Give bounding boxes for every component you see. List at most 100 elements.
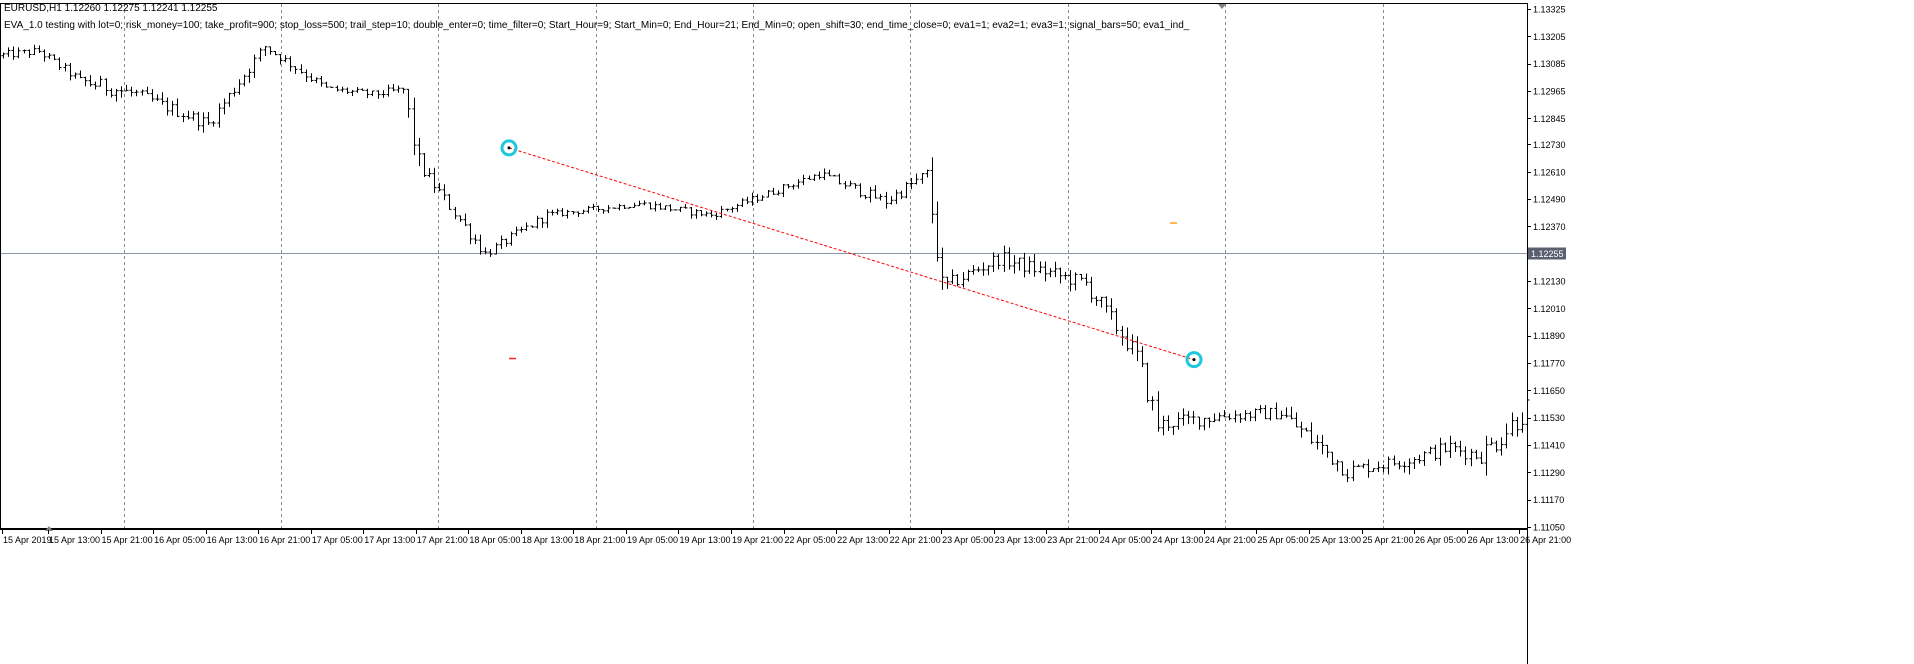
ohlc-bar [422, 153, 427, 177]
ohlc-bar [796, 179, 801, 189]
ohlc-bar [1386, 456, 1391, 475]
time-label: 18 Apr 05:00 [469, 535, 520, 545]
ohlc-bar [1166, 415, 1171, 432]
ohlc-bar [535, 215, 540, 229]
expert-info: EVA_1.0 testing with lot=0; risk_money=1… [4, 20, 1190, 31]
ohlc-bar [945, 276, 950, 289]
ohlc-bar [1017, 257, 1022, 271]
ohlc-bar [586, 205, 591, 214]
time-label: 22 Apr 21:00 [890, 535, 941, 545]
ohlc-bar [776, 190, 781, 196]
time-label: 15 Apr 21:00 [102, 535, 153, 545]
ohlc-bar [976, 266, 981, 273]
ohlc-bar [324, 81, 329, 88]
ohlc-bar [350, 89, 355, 97]
time-label: 25 Apr 05:00 [1257, 535, 1308, 545]
ohlc-bar [283, 55, 288, 63]
ohlc-bar [1048, 268, 1053, 278]
ohlc-bar [1422, 451, 1427, 466]
price-label: 1.12845 [1533, 114, 1566, 124]
ohlc-bar [1135, 336, 1140, 362]
ohlc-bar [329, 86, 334, 88]
ohlc-bar [186, 110, 191, 120]
ohlc-bar [909, 177, 914, 190]
ohlc-bar [519, 226, 524, 233]
ohlc-bar [930, 157, 935, 224]
ohlc-bar [206, 111, 211, 125]
trade-line [508, 147, 1195, 361]
ohlc-bar [319, 76, 324, 87]
price-axis[interactable]: 1.13325 1.13205 1.13085 1.12965 1.12845 1.127… [1527, 5, 1566, 533]
ohlc-bar [1325, 444, 1330, 458]
ohlc-bar [1227, 413, 1232, 421]
ohlc-bar [73, 72, 78, 79]
time-label: 16 Apr 05:00 [154, 535, 205, 545]
time-label: 26 Apr 05:00 [1415, 535, 1466, 545]
price-label: 1.11530 [1533, 413, 1565, 423]
ohlc-bar [1140, 346, 1145, 368]
ohlc-bar [68, 63, 73, 81]
ohlc-bar [1443, 442, 1448, 453]
ohlc-bar [991, 252, 996, 272]
ohlc-bar [1114, 308, 1119, 335]
time-label: 17 Apr 05:00 [312, 535, 363, 545]
ohlc-bar [1438, 437, 1443, 466]
ohlc-bar [601, 208, 606, 214]
ohlc-bar [663, 205, 668, 211]
ohlc-bar [1345, 469, 1350, 483]
ohlc-bar [817, 171, 822, 180]
ohlc-bar [1089, 276, 1094, 303]
ohlc-bar [1022, 252, 1027, 278]
time-label: 23 Apr 05:00 [942, 535, 993, 545]
ohlc-bar [63, 62, 68, 72]
ohlc-bar [314, 77, 319, 84]
ohlc-bar [340, 86, 345, 93]
ohlc-bar [145, 86, 150, 95]
ohlc-bar [1104, 296, 1109, 313]
ohlc-bar [1304, 427, 1309, 432]
time-label: 24 Apr 13:00 [1152, 535, 1203, 545]
ohlc-bar [247, 68, 252, 83]
ohlc-bar [227, 92, 232, 107]
ohlc-bar [499, 235, 504, 249]
ohlc-bar [1212, 413, 1217, 423]
ohlc-bar [11, 46, 16, 60]
trade-entry-icon-center [507, 146, 511, 150]
ohlc-bar [1356, 464, 1361, 467]
ohlc-bar [1371, 468, 1376, 473]
shift-marker-icon [1218, 4, 1226, 9]
ohlc-bar [1397, 460, 1402, 470]
ohlc-bar [288, 56, 293, 72]
ohlc-bar [1299, 421, 1304, 438]
time-label: 22 Apr 05:00 [785, 535, 836, 545]
ohlc-bar [735, 203, 740, 212]
ohlc-bar [124, 84, 129, 92]
ohlc-bar [719, 205, 724, 218]
ohlc-bar [709, 210, 714, 218]
price-label: 1.11410 [1533, 441, 1565, 451]
ohlc-bar [832, 174, 837, 177]
ohlc-bar [545, 209, 550, 228]
ohlc-bar [1453, 441, 1458, 452]
ohlc-bar [658, 202, 663, 210]
ohlc-bar [694, 209, 699, 219]
ohlc-bar [88, 75, 93, 87]
ohlc-bar [755, 194, 760, 204]
time-label: 25 Apr 21:00 [1363, 535, 1414, 545]
ohlc-bar [1494, 440, 1499, 453]
time-label: 26 Apr 13:00 [1468, 535, 1519, 545]
price-label: 1.13205 [1533, 32, 1566, 42]
ohlc-bar [555, 208, 560, 215]
price-label: 1.11650 [1533, 386, 1565, 396]
symbol-info: EURUSD,H1 1.12260 1.12275 1.12241 1.1225… [4, 3, 218, 14]
ohlc-bar [1253, 408, 1258, 422]
ohlc-bar [853, 183, 858, 189]
ohlc-bar [1351, 460, 1356, 482]
ohlc-bar [899, 190, 904, 200]
chart-frame [0, 3, 1528, 664]
ohlc-bar [401, 87, 406, 94]
ohlc-bar [442, 184, 447, 201]
